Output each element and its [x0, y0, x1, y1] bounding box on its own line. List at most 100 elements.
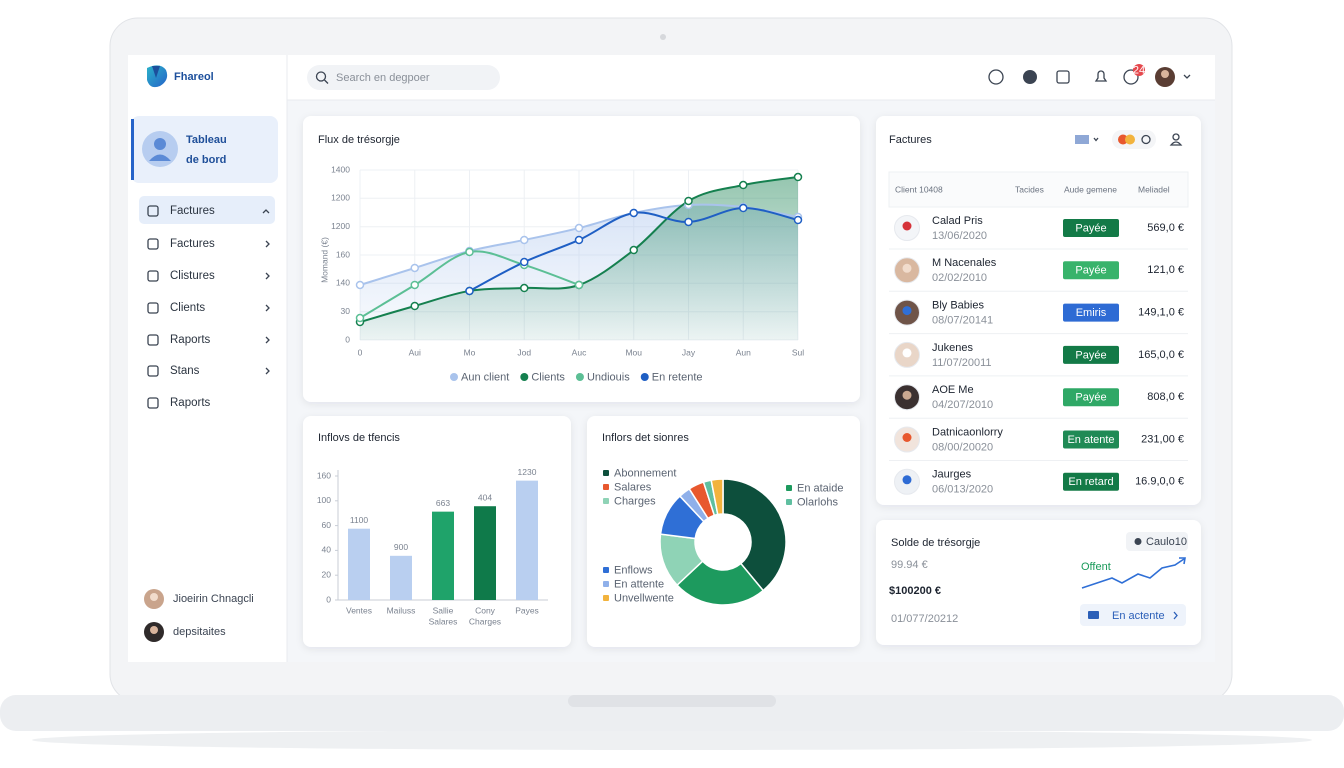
menu-item[interactable]: Clients: [170, 302, 205, 314]
laptop-base: [0, 695, 1344, 731]
camera: [660, 34, 666, 40]
menu-chevron: [265, 304, 270, 312]
chart-title: Flux de trésorgje: [318, 134, 400, 146]
profile-avatar-body: [149, 154, 171, 161]
bar-annotation: 404: [478, 492, 492, 502]
legend-swatch: [603, 484, 609, 490]
status-label: Payée: [1075, 222, 1106, 234]
invoice-amount: 149,1,0 €: [1138, 307, 1184, 319]
profile-card[interactable]: [131, 116, 278, 183]
menu-icon: [147, 397, 159, 409]
flag-icon[interactable]: [1075, 135, 1089, 144]
point: [739, 180, 748, 190]
menu-item[interactable]: Factures: [170, 238, 215, 250]
menu-item-active[interactable]: [139, 196, 275, 224]
info-icon[interactable]: [988, 69, 1004, 85]
legend-swatch: [520, 373, 529, 381]
menu-item[interactable]: Clistures: [170, 270, 215, 282]
balance-title: Solde de trésorgje: [891, 537, 980, 549]
point: [465, 247, 474, 257]
button-label: En actente: [1112, 610, 1165, 622]
menu-chevron: [262, 209, 270, 214]
point: [629, 245, 638, 255]
client-avatar-detail: [902, 306, 912, 316]
legend-label: En retente: [652, 371, 703, 383]
invoice-amount: 165,0,0 €: [1138, 349, 1184, 361]
menu-item[interactable]: Stans: [170, 365, 200, 377]
menu-item[interactable]: Raports: [170, 334, 211, 346]
notification-badge: [1133, 64, 1145, 76]
client-avatar-detail: [902, 263, 912, 273]
balance-chip[interactable]: [1126, 532, 1188, 551]
logo-text: Fhareol: [174, 71, 214, 83]
y-tick-label: 1200: [331, 221, 350, 231]
calendar-icon[interactable]: [1056, 70, 1070, 84]
balance-button[interactable]: [1080, 604, 1186, 626]
y-axis-label: Momand (€): [319, 237, 329, 283]
point: [793, 215, 803, 225]
invoice-amount: 569,0 €: [1147, 222, 1184, 234]
trend-sparkline: [1081, 558, 1185, 589]
legend-label: Olarlohs: [797, 496, 838, 508]
bar-annotation: 900: [394, 542, 408, 552]
invoice-amount: 121,0 €: [1147, 264, 1184, 276]
x-tick-label: Mou: [625, 347, 642, 357]
point: [355, 313, 365, 323]
legend-label: En attente: [614, 578, 664, 590]
legend-label: Salares: [614, 481, 652, 493]
legend-swatch: [603, 470, 609, 476]
laptop-notch: [568, 695, 776, 707]
point: [684, 217, 693, 227]
y-tick-label: 1400: [331, 164, 350, 174]
toggle-dot: [1125, 134, 1135, 145]
menu-icon: [147, 302, 159, 314]
menu-item[interactable]: Raports: [170, 397, 211, 409]
menu-chevron: [265, 240, 270, 248]
client-name: M Nacenales: [932, 257, 997, 269]
client-name: Jukenes: [932, 342, 973, 354]
x-tick-label: Auc: [572, 347, 587, 357]
button-icon: [1088, 611, 1099, 619]
point: [739, 203, 748, 213]
y-tick-label: 40: [322, 545, 332, 555]
button-chevron: [1173, 611, 1178, 620]
legend-label: Abonnement: [614, 467, 676, 479]
user-menu-chevron[interactable]: [1183, 74, 1191, 79]
compass-icon[interactable]: [1023, 70, 1037, 84]
point: [574, 235, 584, 245]
menu-icon: [147, 205, 159, 217]
invoice-amount: 16.9,0,0 €: [1135, 476, 1184, 488]
refresh-icon[interactable]: [1141, 134, 1151, 145]
status-badge: [1063, 472, 1119, 491]
search-icon: [324, 79, 329, 84]
client-avatar-detail: [902, 433, 912, 442]
menu-item[interactable]: Factures: [170, 205, 215, 217]
slice: [710, 478, 724, 516]
laptop-shadow: [32, 730, 1312, 750]
y-tick-label: 20: [322, 569, 332, 579]
bar: [348, 528, 370, 600]
legend-swatch: [603, 595, 609, 601]
balance-amount: $100200 €: [889, 585, 941, 597]
client-name: AOE Me: [932, 384, 974, 396]
client-avatar-detail: [902, 221, 912, 231]
point: [355, 280, 365, 290]
menu-chevron: [265, 272, 270, 280]
bar: [390, 555, 412, 600]
profile-avatar-head: [154, 138, 166, 150]
y-tick-label: 100: [317, 495, 331, 505]
point: [410, 280, 419, 290]
person-icon: [1169, 141, 1183, 146]
status-label: Payée: [1075, 265, 1106, 277]
y-tick-label: 0: [326, 594, 331, 604]
status-label: En atente: [1067, 434, 1114, 446]
person-icon[interactable]: [1172, 133, 1180, 141]
search-box[interactable]: [307, 65, 500, 90]
bell-icon[interactable]: [1094, 70, 1108, 82]
client-name: Calad Pris: [932, 215, 983, 227]
legend-swatch: [603, 581, 609, 587]
point: [684, 196, 693, 206]
messages-icon[interactable]: [1123, 69, 1139, 85]
legend-label: Clients: [531, 371, 565, 383]
menu: Factures Factures Clistures Clients Raports S…: [147, 205, 270, 409]
